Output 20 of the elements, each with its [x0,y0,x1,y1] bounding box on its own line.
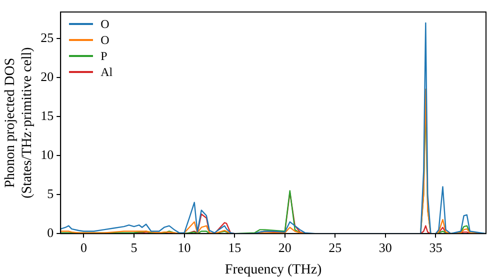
x-tick-label: 20 [278,240,292,255]
legend-label: O [100,32,110,48]
x-tick-label: 25 [328,240,342,255]
y-tick-label: 5 [47,186,54,202]
x-tick-label: 10 [178,240,191,255]
legend-label: P [100,48,108,64]
x-tick-label: 15 [228,240,242,255]
legend-label: O [100,16,110,32]
x-tick-label: 0 [80,240,87,255]
x-tick-label: 5 [130,240,138,255]
y-tick-label: 0 [47,225,54,240]
x-tick-label: 30 [378,240,392,255]
y-tick-label: 10 [40,146,54,162]
legend-label: Al [100,64,113,80]
y-tick-label: 25 [40,30,54,45]
y-axis-title: Phonon projected DOS (States/THz·primitive cell) [3,46,35,198]
y-tick-label: 20 [40,68,54,84]
x-tick-label: 35 [429,240,442,255]
x-axis-title: Frequency (THz) [224,262,322,278]
y-tick-label: 15 [40,108,54,123]
